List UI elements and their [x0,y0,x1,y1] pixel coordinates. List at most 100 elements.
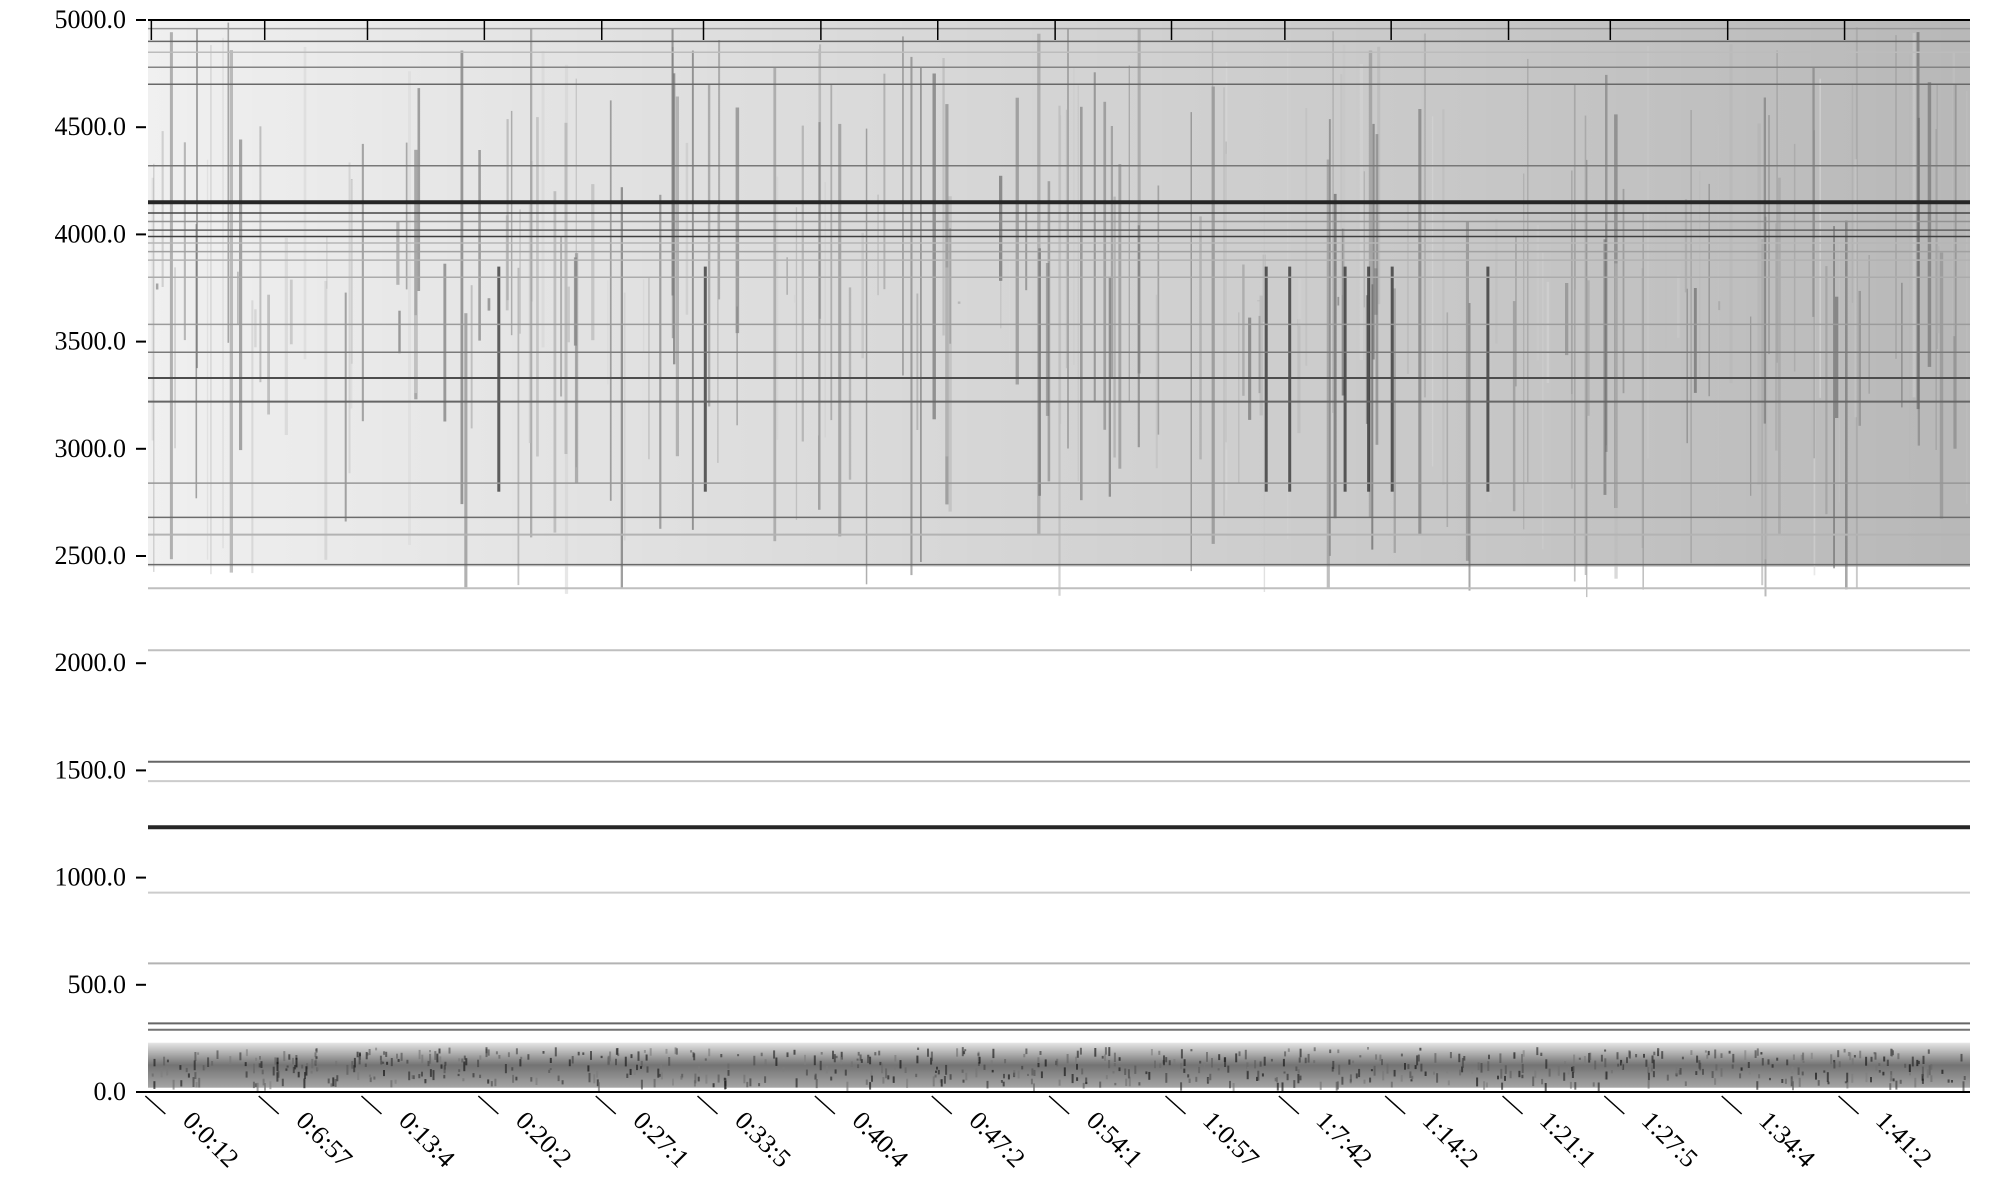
low-band-speckle [1404,1063,1406,1070]
low-band-speckle [607,1057,610,1065]
low-band-speckle [1329,1049,1332,1054]
low-band-speckle [1173,1059,1176,1064]
low-band-speckle [465,1058,468,1066]
low-band-speckle [1419,1047,1422,1051]
low-band-speckle [1076,1077,1079,1081]
low-band-speckle [358,1056,361,1065]
low-band-speckle [882,1077,885,1084]
time-streak [1363,171,1365,308]
low-band-speckle [429,1053,432,1064]
low-band-speckle [1540,1052,1543,1056]
low-band-speckle [1567,1066,1570,1075]
time-streak [1342,44,1346,380]
low-band-speckle [1513,1052,1516,1059]
low-band-speckle [1678,1070,1681,1075]
low-band-speckle [424,1079,427,1084]
time-streak [1025,200,1028,291]
low-band-speckle [1684,1081,1687,1086]
time-streak [1406,200,1409,374]
low-band-speckle [1358,1068,1361,1078]
time-streak [848,287,852,480]
low-band-speckle [1313,1047,1316,1052]
low-band-speckle [937,1069,940,1075]
low-band-speckle [1379,1054,1382,1062]
low-band-speckle [936,1066,938,1070]
time-streak [1750,316,1752,496]
time-streak [237,271,239,325]
low-band-speckle [1830,1054,1833,1065]
low-band-speckle [269,1081,272,1090]
low-band-speckle [835,1055,838,1059]
low-band-speckle [1843,1048,1846,1053]
time-streak [1103,101,1107,430]
low-band-speckle [596,1079,599,1087]
low-band-speckle [429,1069,432,1077]
low-band-speckle [260,1061,263,1068]
low-band-speckle [840,1057,843,1065]
time-streak [1371,284,1374,550]
low-band-speckle [1911,1056,1914,1067]
low-band-speckle [1761,1058,1764,1066]
time-streak [1825,266,1828,515]
low-band-speckle [859,1054,862,1061]
time-streak [1854,159,1857,418]
low-band-speckle [1118,1067,1121,1072]
low-band-speckle [1647,1072,1650,1081]
time-streak [1761,239,1764,586]
low-band-speckle [1414,1065,1417,1070]
time-streak [1927,82,1932,367]
low-band-speckle [1017,1070,1020,1079]
low-band-speckle [1085,1077,1088,1084]
low-band-speckle [1128,1076,1131,1087]
low-band-speckle [1125,1078,1128,1086]
low-band-speckle [885,1068,888,1079]
time-streak [717,205,719,463]
time-streak [1686,288,1688,444]
low-band-speckle [1810,1052,1813,1059]
low-band-speckle [698,1066,701,1073]
low-band-speckle [753,1055,756,1066]
low-band-speckle [458,1069,461,1072]
low-band-speckle [315,1048,318,1053]
low-band-speckle [1870,1077,1872,1083]
low-band-speckle [383,1051,386,1055]
low-band-speckle [561,1080,564,1085]
time-streak [1390,266,1394,492]
time-streak [1851,83,1854,303]
time-streak [1065,109,1068,369]
low-band-speckle [487,1049,490,1056]
low-band-speckle [1180,1063,1183,1069]
low-band-speckle [436,1053,439,1063]
low-band-speckle [892,1076,895,1083]
time-streak [861,232,864,359]
time-streak [865,128,868,585]
low-band-speckle [1652,1059,1655,1069]
time-streak [1909,54,1911,480]
low-band-speckle [1781,1079,1784,1083]
low-band-speckle [400,1052,403,1061]
low-band-speckle [1409,1071,1412,1079]
low-band-speckle [881,1063,884,1074]
low-band-speckle [216,1050,219,1059]
y-tick-label: 3500.0 [55,327,127,356]
time-streak [1768,115,1770,355]
low-band-speckle [1207,1077,1210,1083]
low-band-speckle [1094,1048,1097,1057]
time-streak [1113,196,1116,458]
low-band-speckle [943,1076,946,1084]
low-band-speckle [1063,1067,1066,1077]
time-streak [1340,74,1343,296]
low-band-speckle [1104,1054,1107,1061]
low-band-speckle [1284,1051,1287,1057]
low-band-speckle [1352,1060,1355,1064]
time-streak [1895,35,1897,359]
low-band-speckle [1276,1077,1278,1083]
low-band-speckle [281,1078,284,1087]
time-streak [1775,223,1778,451]
low-band-speckle [1263,1056,1266,1066]
axes [140,19,1970,1093]
low-band-speckle [411,1075,414,1079]
low-band-speckle [624,1056,627,1067]
low-band-speckle [1159,1063,1162,1068]
